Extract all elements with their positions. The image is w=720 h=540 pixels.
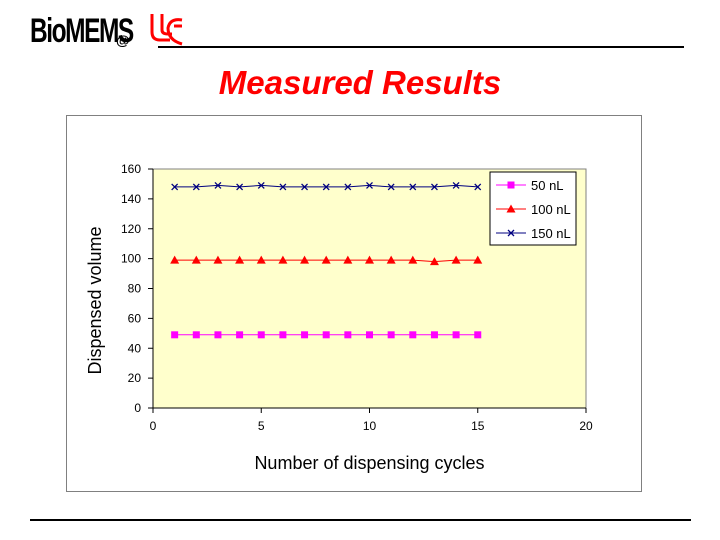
data-point xyxy=(192,183,200,191)
data-point xyxy=(279,183,287,191)
y-tick-label: 60 xyxy=(128,311,142,325)
data-point xyxy=(344,183,352,191)
y-tick-label: 80 xyxy=(128,282,142,296)
x-tick-label: 10 xyxy=(363,419,377,433)
data-point xyxy=(301,183,309,191)
data-point xyxy=(430,183,438,191)
data-point xyxy=(387,331,395,339)
data-point xyxy=(409,331,417,339)
y-tick-label: 140 xyxy=(121,192,141,206)
data-point xyxy=(321,255,331,264)
logo-text: BioMEMS xyxy=(30,12,134,50)
y-tick-label: 20 xyxy=(128,371,142,385)
data-point xyxy=(191,255,201,264)
x-tick-label: 5 xyxy=(258,419,265,433)
data-point xyxy=(170,255,180,264)
x-tick-label: 0 xyxy=(150,419,157,433)
data-point xyxy=(257,331,265,339)
data-point xyxy=(387,183,395,191)
data-point xyxy=(214,331,222,339)
data-point xyxy=(278,255,288,264)
data-point xyxy=(452,181,460,189)
legend-label: 100 nL xyxy=(531,202,571,217)
data-point xyxy=(171,183,179,191)
data-point xyxy=(213,255,223,264)
data-point xyxy=(236,183,244,191)
data-point xyxy=(429,257,439,266)
data-point xyxy=(366,181,373,189)
data-point xyxy=(235,255,245,264)
y-tick-label: 160 xyxy=(121,162,141,176)
data-point xyxy=(279,331,287,339)
y-tick-label: 120 xyxy=(121,222,141,236)
data-point xyxy=(236,331,244,339)
data-point xyxy=(301,331,309,339)
footer-rule xyxy=(30,519,691,521)
x-tick-label: 15 xyxy=(471,419,485,433)
y-tick-label: 100 xyxy=(121,252,141,266)
x-tick-label: 20 xyxy=(579,419,593,433)
data-point xyxy=(256,255,266,264)
data-point xyxy=(408,255,418,264)
legend-label: 150 nL xyxy=(531,226,571,241)
data-point xyxy=(366,331,373,339)
legend-marker xyxy=(507,229,515,237)
chart-frame: 0 20 40 60 80 100 120 140 160 0 5 10 15 20 Number of d… xyxy=(66,115,642,492)
data-point xyxy=(214,181,222,189)
y-tick-label: 40 xyxy=(128,341,142,355)
data-point xyxy=(365,255,374,264)
data-point xyxy=(257,181,265,189)
data-point xyxy=(343,255,353,264)
data-point xyxy=(452,331,460,339)
x-axis-label: Number of dispensing cycles xyxy=(254,453,484,473)
legend-marker xyxy=(507,181,515,189)
slide-title: Measured Results xyxy=(218,64,502,101)
data-point xyxy=(451,255,461,264)
data-point xyxy=(322,331,330,339)
header-rule xyxy=(158,46,684,48)
data-point xyxy=(474,331,482,339)
data-point xyxy=(322,183,330,191)
data-point xyxy=(386,255,396,264)
data-point xyxy=(474,183,482,191)
y-tick-label: 0 xyxy=(134,401,141,415)
data-point xyxy=(300,255,310,264)
data-point xyxy=(171,331,179,339)
logo-at-sign: @ xyxy=(116,32,130,48)
data-point xyxy=(430,331,438,339)
data-point xyxy=(473,255,483,264)
data-point xyxy=(409,183,417,191)
legend-label: 50 nL xyxy=(531,178,564,193)
legend-marker xyxy=(506,204,516,213)
chart-svg: 0 20 40 60 80 100 120 140 160 0 5 10 15 20 Number of d… xyxy=(85,162,593,473)
university-mark-icon xyxy=(150,14,183,46)
data-point xyxy=(192,331,200,339)
data-point xyxy=(344,331,352,339)
y-axis-label: Dispensed volume xyxy=(85,226,105,374)
